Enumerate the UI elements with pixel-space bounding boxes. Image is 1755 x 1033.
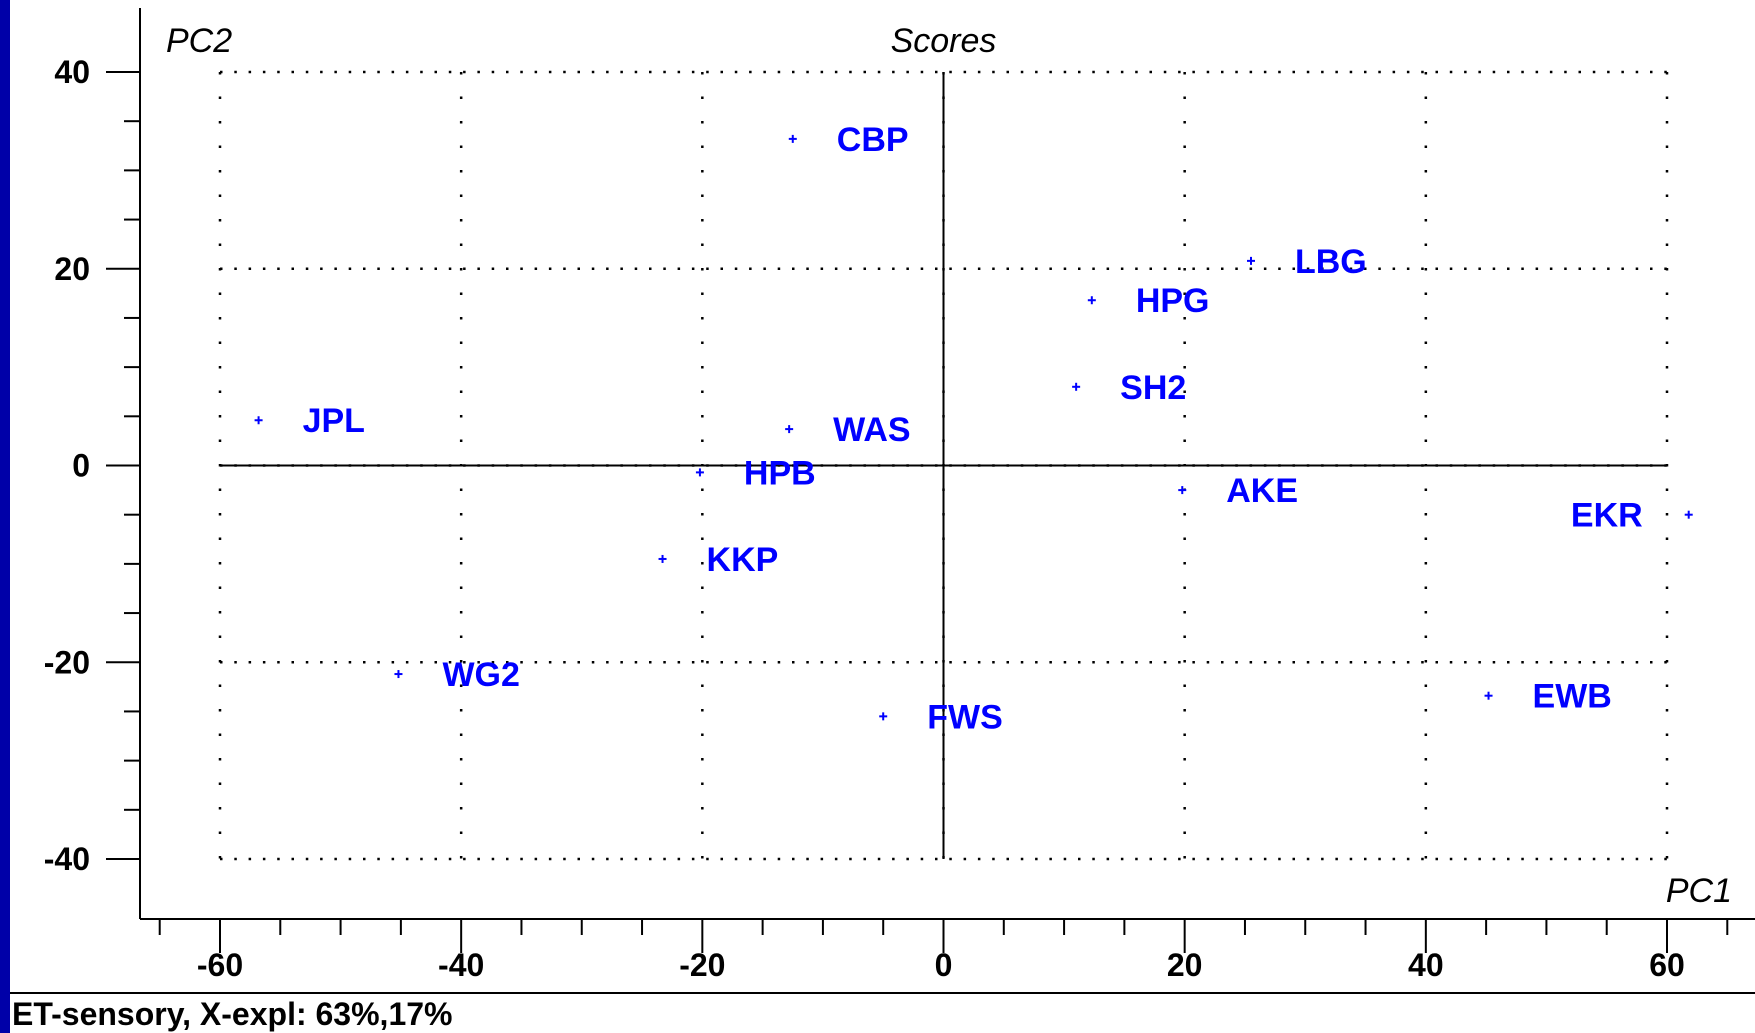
point-label: WAS	[833, 411, 910, 449]
point-label: EWB	[1533, 678, 1612, 716]
x-tick-label: 60	[1649, 947, 1685, 983]
y-tick-label: -40	[44, 841, 90, 877]
x-tick-label: -40	[438, 947, 484, 983]
footer-bar: ET-sensory, X-expl: 63%,17%	[10, 992, 1755, 1033]
point-label: CBP	[837, 121, 909, 159]
x-tick-label: 0	[935, 947, 953, 983]
footer-caption: ET-sensory, X-expl: 63%,17%	[12, 996, 453, 1032]
ticks: -40 -20 0 20 40 -60 -40 -20 0 20 40 60	[44, 54, 1729, 983]
data-point: AKE	[1178, 472, 1298, 510]
point-label: JPL	[303, 402, 365, 440]
y-tick-label: 40	[54, 54, 90, 90]
x-axis-label: PC1	[1666, 872, 1732, 910]
data-point: LBG	[1246, 243, 1367, 281]
point-label: EKR	[1571, 497, 1643, 535]
point-label: AKE	[1226, 472, 1298, 510]
y-tick-label: -20	[44, 644, 90, 680]
point-label: HPG	[1136, 282, 1210, 320]
y-tick-label: 0	[72, 448, 90, 484]
data-point: JPL	[254, 402, 365, 440]
x-tick-label: 20	[1167, 947, 1203, 983]
data-point: WAS	[785, 411, 911, 449]
data-point: EWB	[1484, 678, 1612, 716]
x-tick-label: 40	[1408, 947, 1444, 983]
data-point: WG2	[394, 656, 520, 694]
point-label: HPB	[744, 454, 816, 492]
y-axis-label: PC2	[166, 22, 232, 60]
data-point: HPG	[1087, 282, 1210, 320]
point-label: KKP	[707, 541, 779, 579]
plot-window: -40 -20 0 20 40 -60 -40 -20 0 20 40 60 CBP LBG HPG SH2…	[10, 0, 1755, 1033]
y-tick-label: 20	[54, 251, 90, 287]
data-point: HPB	[695, 454, 816, 492]
data-point: KKP	[658, 541, 779, 579]
data-point: FWS	[879, 698, 1003, 736]
point-label: LBG	[1295, 243, 1367, 281]
point-label: FWS	[927, 698, 1003, 736]
scores-chart: -40 -20 0 20 40 -60 -40 -20 0 20 40 60 CBP LBG HPG SH2…	[44, 8, 1755, 983]
chart-title: Scores	[891, 22, 997, 60]
axes	[139, 8, 1755, 920]
x-tick-label: -60	[197, 947, 243, 983]
point-label: SH2	[1120, 369, 1186, 407]
x-tick-label: -20	[679, 947, 725, 983]
points: CBP LBG HPG SH2 JPL WAS HPB AKE EKR KKP WG2 EWB FWS	[254, 121, 1693, 736]
data-point: EKR	[1571, 497, 1693, 535]
data-point: SH2	[1072, 369, 1186, 407]
data-point: CBP	[788, 121, 909, 159]
point-label: WG2	[442, 656, 519, 694]
